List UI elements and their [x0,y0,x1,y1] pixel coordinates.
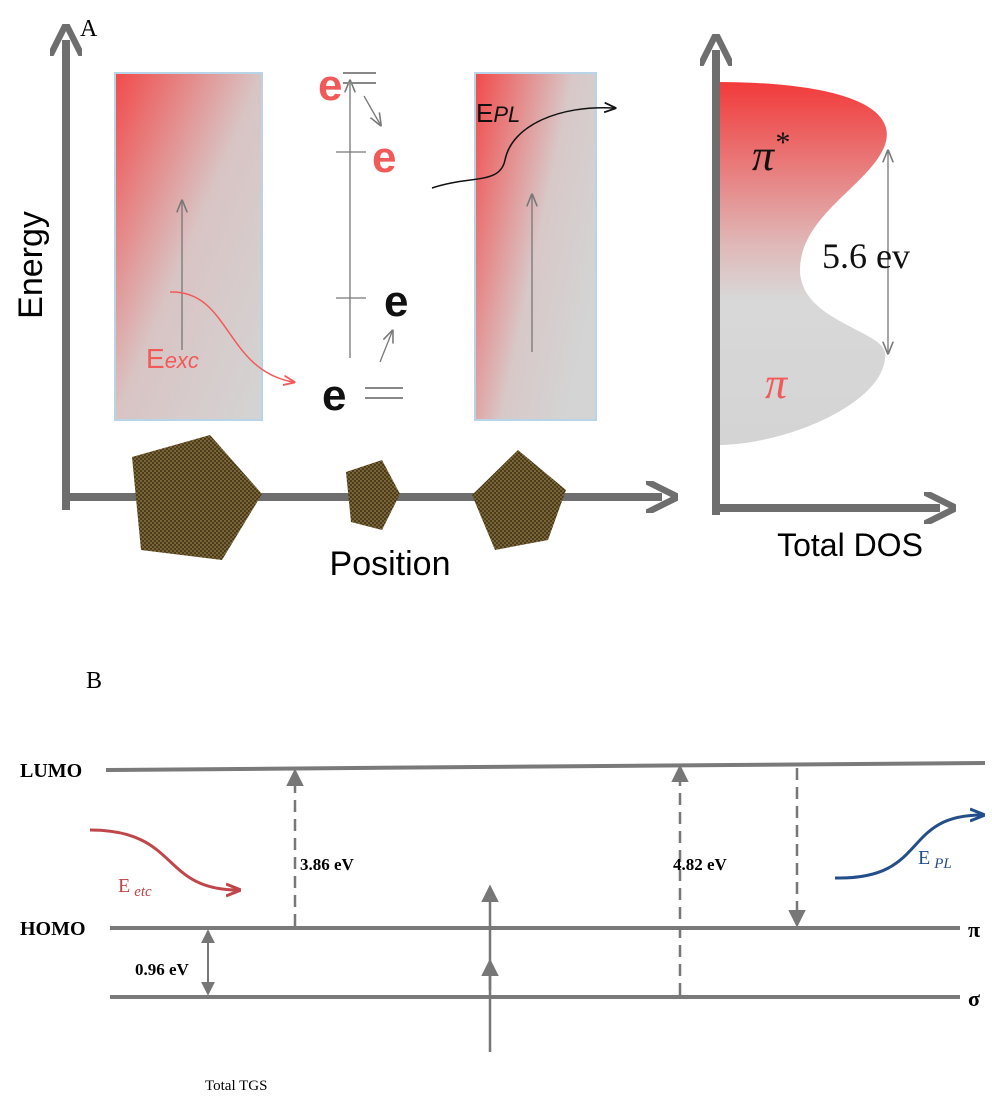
nanoparticle [472,450,566,550]
electron: e [322,371,346,420]
level-label: HOMO [20,918,86,940]
electron: e [372,133,396,182]
nanoparticle [346,460,400,530]
excitation-arrow [90,830,238,890]
level-label: LUMO [20,760,82,782]
lumo-line [106,763,985,770]
panel-a: A Energy Eexc EPL e e e e Position π* π [12,16,940,583]
gap-label: 0.96 eV [135,960,190,979]
panel-label: B [86,668,102,694]
emission-arrow [835,815,982,878]
arrow [364,96,380,124]
gap-label: 3.86 eV [300,855,355,874]
level-label: σ [968,986,980,1011]
nanoparticle [132,435,262,560]
level-label: π [968,917,980,942]
excitation-label: Eexc [146,343,199,374]
gap-label: 4.82 eV [673,855,728,874]
y-axis-label: Energy [12,211,50,319]
band-label: π [765,359,789,408]
footer-label: Total TGS [205,1078,267,1094]
gap-label: 5.6 ev [822,236,910,276]
panel-label: A [80,16,98,42]
arrow [380,332,392,362]
figure: A Energy Eexc EPL e e e e Position π* π [0,0,992,1097]
electron: e [318,61,342,110]
emission-label: EPL [476,98,520,128]
x-axis-label: Position [330,545,451,583]
x-axis-label: Total DOS [777,527,923,563]
electron: e [384,277,408,326]
